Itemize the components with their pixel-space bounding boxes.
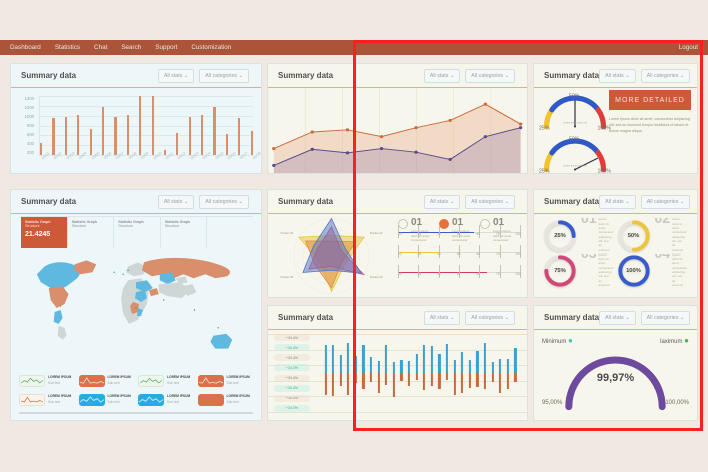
- svg-text:Position 02: Position 02: [370, 231, 383, 235]
- svg-text:Lorem ipsum dolor sit: Lorem ipsum dolor sit: [563, 122, 587, 125]
- svg-text:Position 05: Position 05: [281, 275, 294, 279]
- svg-text:25%: 25%: [539, 169, 550, 175]
- svg-text:50%: 50%: [569, 93, 580, 99]
- svg-text:25%: 25%: [539, 126, 550, 132]
- svg-text:Position 06: Position 06: [281, 231, 294, 235]
- svg-text:50%: 50%: [569, 136, 580, 142]
- svg-text:Position 03: Position 03: [370, 275, 383, 279]
- svg-text:Lorem ipsum dolor sit: Lorem ipsum dolor sit: [563, 165, 587, 168]
- svg-text:100%: 100%: [598, 169, 612, 175]
